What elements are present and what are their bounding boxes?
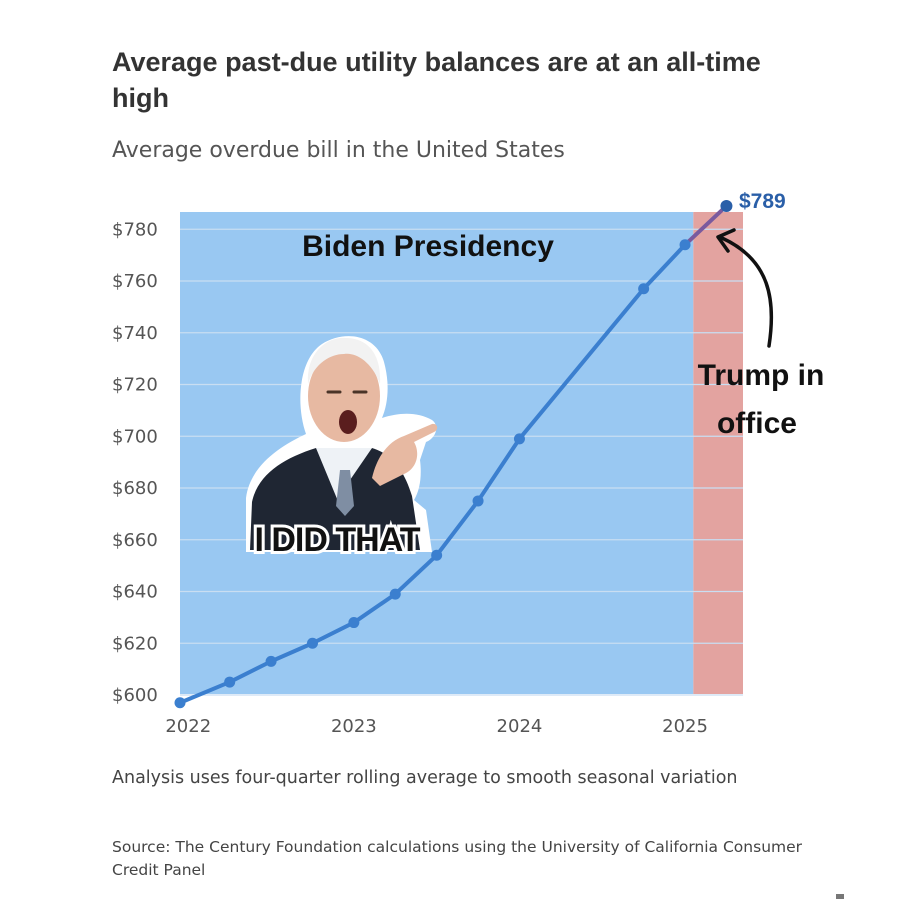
chart-subtitle: Average overdue bill in the United State… (112, 138, 565, 163)
end-value-label: $789 (739, 190, 786, 213)
meme-sticker: I DID THAT (246, 336, 438, 562)
data-point (679, 239, 691, 251)
tie (336, 470, 354, 516)
y-tick-label: $780 (112, 219, 158, 240)
y-tick-label: $720 (112, 375, 158, 396)
y-tick-label: $660 (112, 530, 158, 551)
y-tick-label: $700 (112, 426, 158, 447)
data-point (389, 588, 401, 600)
hair (307, 337, 381, 384)
x-tick-label: 2025 (662, 716, 708, 737)
data-points (174, 199, 733, 709)
face (308, 350, 380, 442)
pointing-hand (372, 423, 438, 486)
y-tick-label: $600 (112, 685, 158, 706)
series-line-trump-segment (683, 203, 729, 247)
trump-in-office-region (693, 212, 743, 694)
y-tick-label: $640 (112, 582, 158, 603)
data-point (720, 199, 733, 212)
trump-label-line1: Trump in (698, 359, 825, 392)
x-axis-tick-labels: 2022 2023 2024 2025 (165, 716, 708, 737)
x-tick-label: 2022 (165, 716, 211, 737)
data-point (513, 433, 525, 445)
gridlines (180, 228, 743, 696)
chart-source: Source: The Century Foundation calculati… (112, 838, 803, 879)
y-axis-tick-labels: $600 $620 $640 $660 $680 $700 $720 $740 $760 $780 (112, 219, 158, 706)
data-point (306, 637, 318, 649)
sticker-caption: I DID THAT (254, 521, 420, 559)
data-point (472, 495, 484, 507)
curved-arrow-icon (716, 228, 774, 348)
y-tick-label: $680 (112, 478, 158, 499)
trump-label-line2: office (717, 407, 797, 440)
data-point (265, 655, 277, 667)
x-tick-label: 2023 (331, 716, 377, 737)
y-tick-label: $620 (112, 633, 158, 654)
data-point (431, 549, 443, 561)
data-point (224, 676, 236, 688)
biden-presidency-region (180, 212, 694, 694)
y-tick-label: $740 (112, 323, 158, 344)
chart-note: Analysis uses four-quarter rolling avera… (112, 768, 738, 788)
biden-presidency-label: Biden Presidency (302, 230, 554, 263)
open-mouth (339, 410, 357, 434)
data-point (638, 283, 650, 295)
y-tick-label: $760 (112, 271, 158, 292)
corner-mark (836, 894, 844, 899)
chart-title: Average past-due utility balances are at… (112, 47, 761, 113)
data-point (174, 697, 186, 709)
data-point (348, 617, 360, 629)
x-tick-label: 2024 (497, 716, 543, 737)
